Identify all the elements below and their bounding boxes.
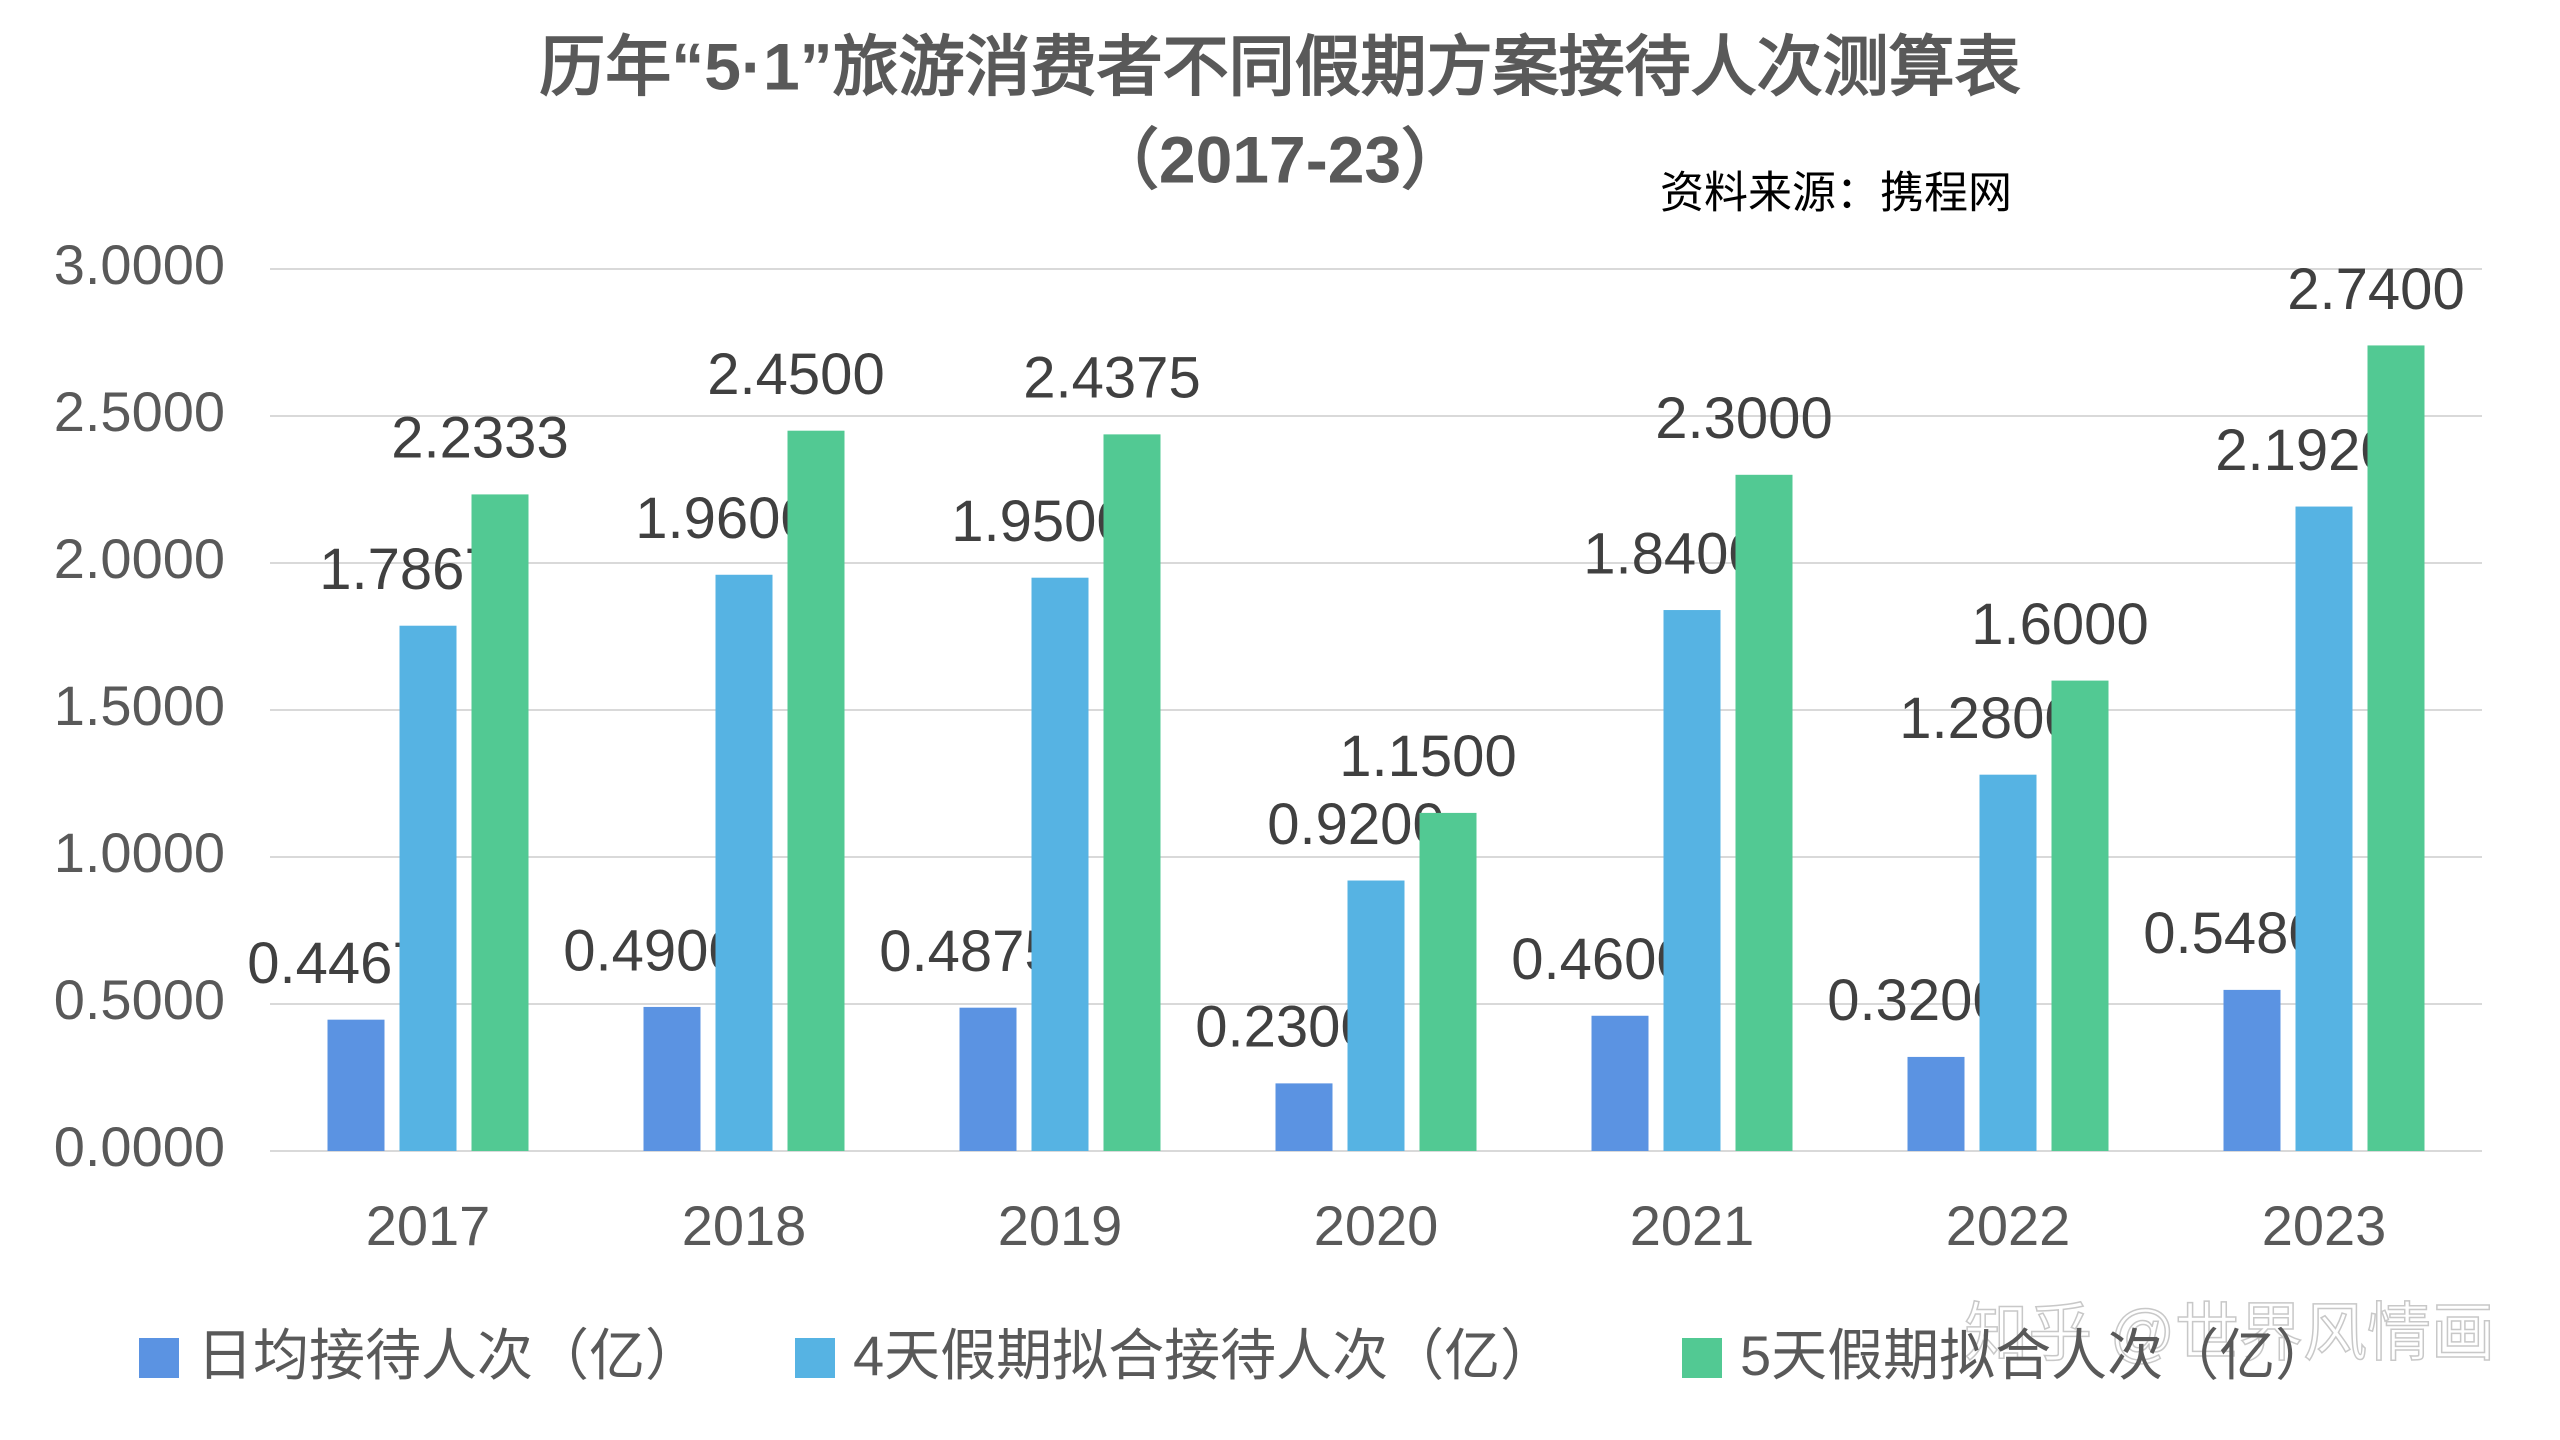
y-tick-label: 2.5000 [54, 380, 225, 443]
legend-label: 4天假期拟合接待人次（亿） [853, 1324, 1556, 1387]
x-tick-label: 2021 [1630, 1194, 1755, 1257]
value-label: 0.4875 [879, 919, 1056, 984]
bar [2051, 680, 2109, 1151]
bar [959, 1007, 1017, 1151]
x-tick-label: 2017 [366, 1194, 491, 1257]
bar [1275, 1083, 1333, 1151]
value-label: 2.2333 [391, 406, 568, 471]
legend-swatch [795, 1338, 835, 1378]
value-label: 2.7400 [2287, 257, 2464, 322]
y-tick-label: 1.5000 [54, 674, 225, 737]
bar [715, 574, 773, 1151]
value-label: 0.3200 [1827, 968, 2004, 1033]
bar [2367, 345, 2425, 1151]
bar [1663, 610, 1721, 1151]
value-label: 2.4500 [707, 342, 884, 407]
y-tick-label: 3.0000 [54, 233, 225, 296]
x-tick-label: 2023 [2262, 1194, 2387, 1257]
value-label: 1.1500 [1339, 724, 1516, 789]
x-tick-label: 2019 [998, 1194, 1123, 1257]
value-label: 1.9600 [635, 486, 812, 551]
bar [471, 494, 529, 1151]
bar [399, 625, 457, 1151]
value-label: 0.9200 [1267, 792, 1444, 857]
bar [643, 1006, 701, 1151]
value-label: 1.2800 [1899, 686, 2076, 751]
bar [1591, 1015, 1649, 1151]
x-tick-label: 2022 [1946, 1194, 2071, 1257]
source-note: 资料来源：携程网 [1660, 169, 2012, 218]
value-label: 0.4600 [1511, 927, 1688, 992]
value-label: 1.7867 [319, 537, 496, 602]
legend-swatch [1682, 1338, 1722, 1378]
value-label: 0.2300 [1195, 995, 1372, 1060]
y-tick-label: 0.5000 [54, 968, 225, 1031]
legend-swatch [139, 1338, 179, 1378]
bar [1347, 880, 1405, 1151]
bar [1031, 577, 1089, 1151]
value-label: 1.9500 [951, 489, 1128, 554]
value-label: 2.4375 [1023, 346, 1200, 411]
x-tick-label: 2020 [1314, 1194, 1439, 1257]
bar [787, 430, 845, 1151]
bar [1419, 812, 1477, 1151]
value-label: 0.4467 [247, 931, 424, 996]
bar [1907, 1056, 1965, 1151]
bar [2223, 989, 2281, 1151]
value-label: 0.5480 [2143, 901, 2320, 966]
bar [1735, 474, 1793, 1151]
bar [327, 1019, 385, 1151]
y-tick-label: 0.0000 [54, 1115, 225, 1178]
legend-label: 5天假期拟合人次（亿） [1740, 1324, 2331, 1387]
y-tick-label: 1.0000 [54, 821, 225, 884]
chart-subtitle: （2017-23） [1093, 122, 1467, 196]
bar [1103, 434, 1161, 1151]
x-tick-label: 2018 [682, 1194, 807, 1257]
value-label: 1.6000 [1971, 592, 2148, 657]
chart-title: 历年“5·1”旅游消费者不同假期方案接待人次测算表 [539, 29, 2020, 103]
bar [1979, 774, 2037, 1151]
value-label: 0.4900 [563, 918, 740, 983]
y-tick-label: 2.0000 [54, 527, 225, 590]
value-label: 2.1920 [2215, 418, 2392, 483]
value-label: 2.3000 [1655, 386, 1832, 451]
bar [2295, 506, 2353, 1151]
watermark: 知乎 @世界风情画 [1964, 1297, 2495, 1369]
value-label: 1.8400 [1583, 521, 1760, 586]
legend-label: 日均接待人次（亿） [197, 1324, 701, 1387]
